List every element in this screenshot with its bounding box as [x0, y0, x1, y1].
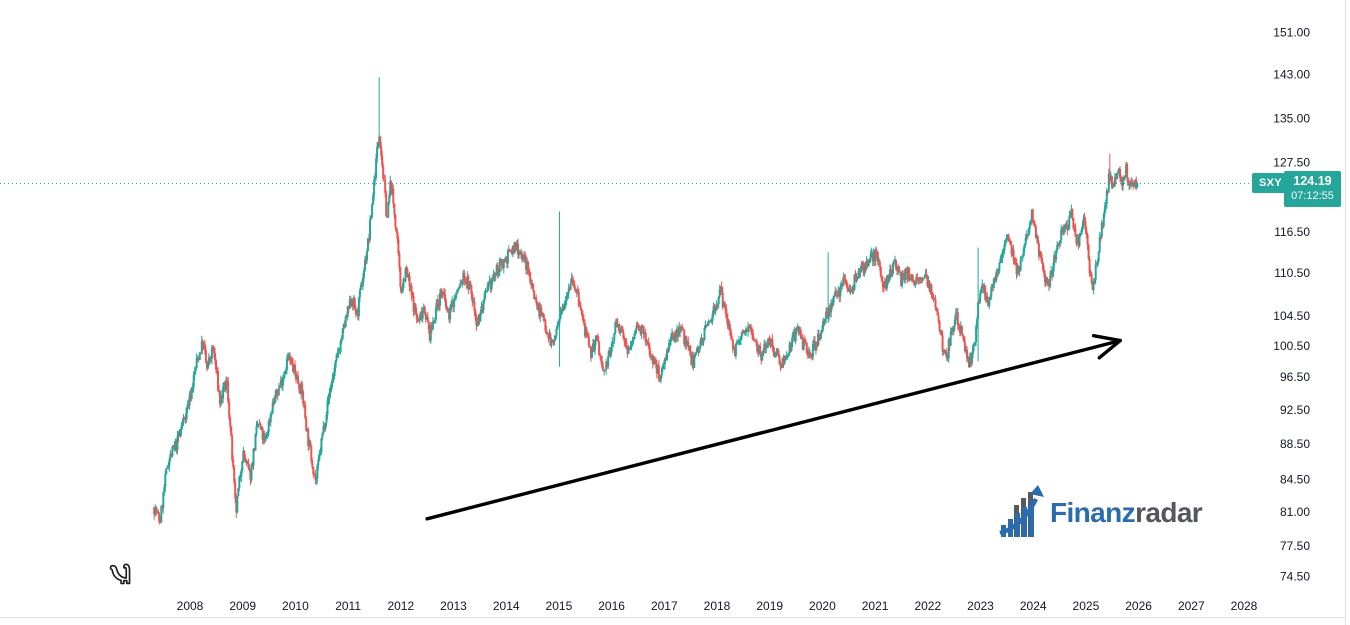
year-axis-label: 2026 — [1125, 599, 1152, 613]
price-axis-label: 84.50 — [1280, 473, 1310, 487]
year-axis-label: 2023 — [967, 599, 994, 613]
year-axis-label: 2022 — [914, 599, 941, 613]
price-axis-label: 104.50 — [1273, 309, 1310, 323]
candlestick-series — [153, 77, 1139, 525]
year-axis-label: 2024 — [1020, 599, 1047, 613]
price-axis-label: 88.50 — [1280, 437, 1310, 451]
symbol-chip-label: SXY — [1259, 177, 1282, 189]
year-axis-label: 2009 — [229, 599, 256, 613]
year-axis-label: 2015 — [546, 599, 573, 613]
price-axis-label: 116.50 — [1274, 225, 1310, 239]
price-axis-label: 100.50 — [1273, 339, 1310, 353]
time-axis[interactable]: 2008 2009 2010 2011 2012 2013 2014 2015 2016 2017… — [177, 599, 1258, 613]
logo-bars-arrow-icon — [999, 485, 1044, 537]
logo-wordmark: Finanzradar — [1050, 487, 1203, 539]
year-axis-label: 2027 — [1178, 599, 1205, 613]
year-axis-label: 2018 — [704, 599, 731, 613]
price-axis-label: 110.50 — [1274, 266, 1310, 280]
symbol-chip[interactable]: SXY — [1252, 173, 1289, 193]
price-axis-label: 77.50 — [1280, 539, 1310, 553]
bar-countdown-timer: 07:12:55 — [1291, 190, 1334, 202]
year-axis-label: 2020 — [809, 599, 836, 613]
price-axis-label: 151.00 — [1273, 26, 1310, 40]
year-axis-label: 2028 — [1231, 599, 1258, 613]
year-axis-label: 2014 — [493, 599, 520, 613]
year-axis-label: 2012 — [387, 599, 414, 613]
price-axis-label: 143.00 — [1273, 67, 1310, 81]
finanzradar-logo: Finanzradar — [999, 485, 1203, 539]
year-axis-label: 2008 — [177, 599, 204, 613]
year-axis-label: 2025 — [1073, 599, 1100, 613]
year-axis-label: 2019 — [756, 599, 783, 613]
dinosaur-icon — [109, 563, 131, 585]
year-axis-label: 2021 — [862, 599, 889, 613]
price-axis-label: 92.50 — [1280, 403, 1310, 417]
year-axis-label: 2017 — [651, 599, 678, 613]
trend-arrow-annotation[interactable] — [425, 334, 1122, 521]
price-axis-label: 96.50 — [1280, 370, 1310, 384]
year-axis-label: 2016 — [598, 599, 625, 613]
last-price-badge[interactable]: 124.19 07:12:55 — [1284, 171, 1341, 207]
logo-text-finanz: Finanz — [1050, 497, 1136, 528]
price-axis-label: 127.50 — [1273, 156, 1310, 170]
year-axis-label: 2010 — [282, 599, 309, 613]
year-axis-label: 2013 — [440, 599, 467, 613]
price-axis-label: 81.00 — [1280, 505, 1310, 519]
year-axis-label: 2011 — [335, 599, 361, 613]
last-price-value: 124.19 — [1293, 174, 1332, 188]
price-axis-label: 74.50 — [1280, 570, 1310, 584]
price-axis[interactable]: 151.00 143.00 135.00 127.50 116.50 110.50 104.… — [1273, 26, 1310, 584]
logo-text-radar: radar — [1135, 497, 1203, 528]
price-axis-label: 135.00 — [1273, 112, 1310, 126]
